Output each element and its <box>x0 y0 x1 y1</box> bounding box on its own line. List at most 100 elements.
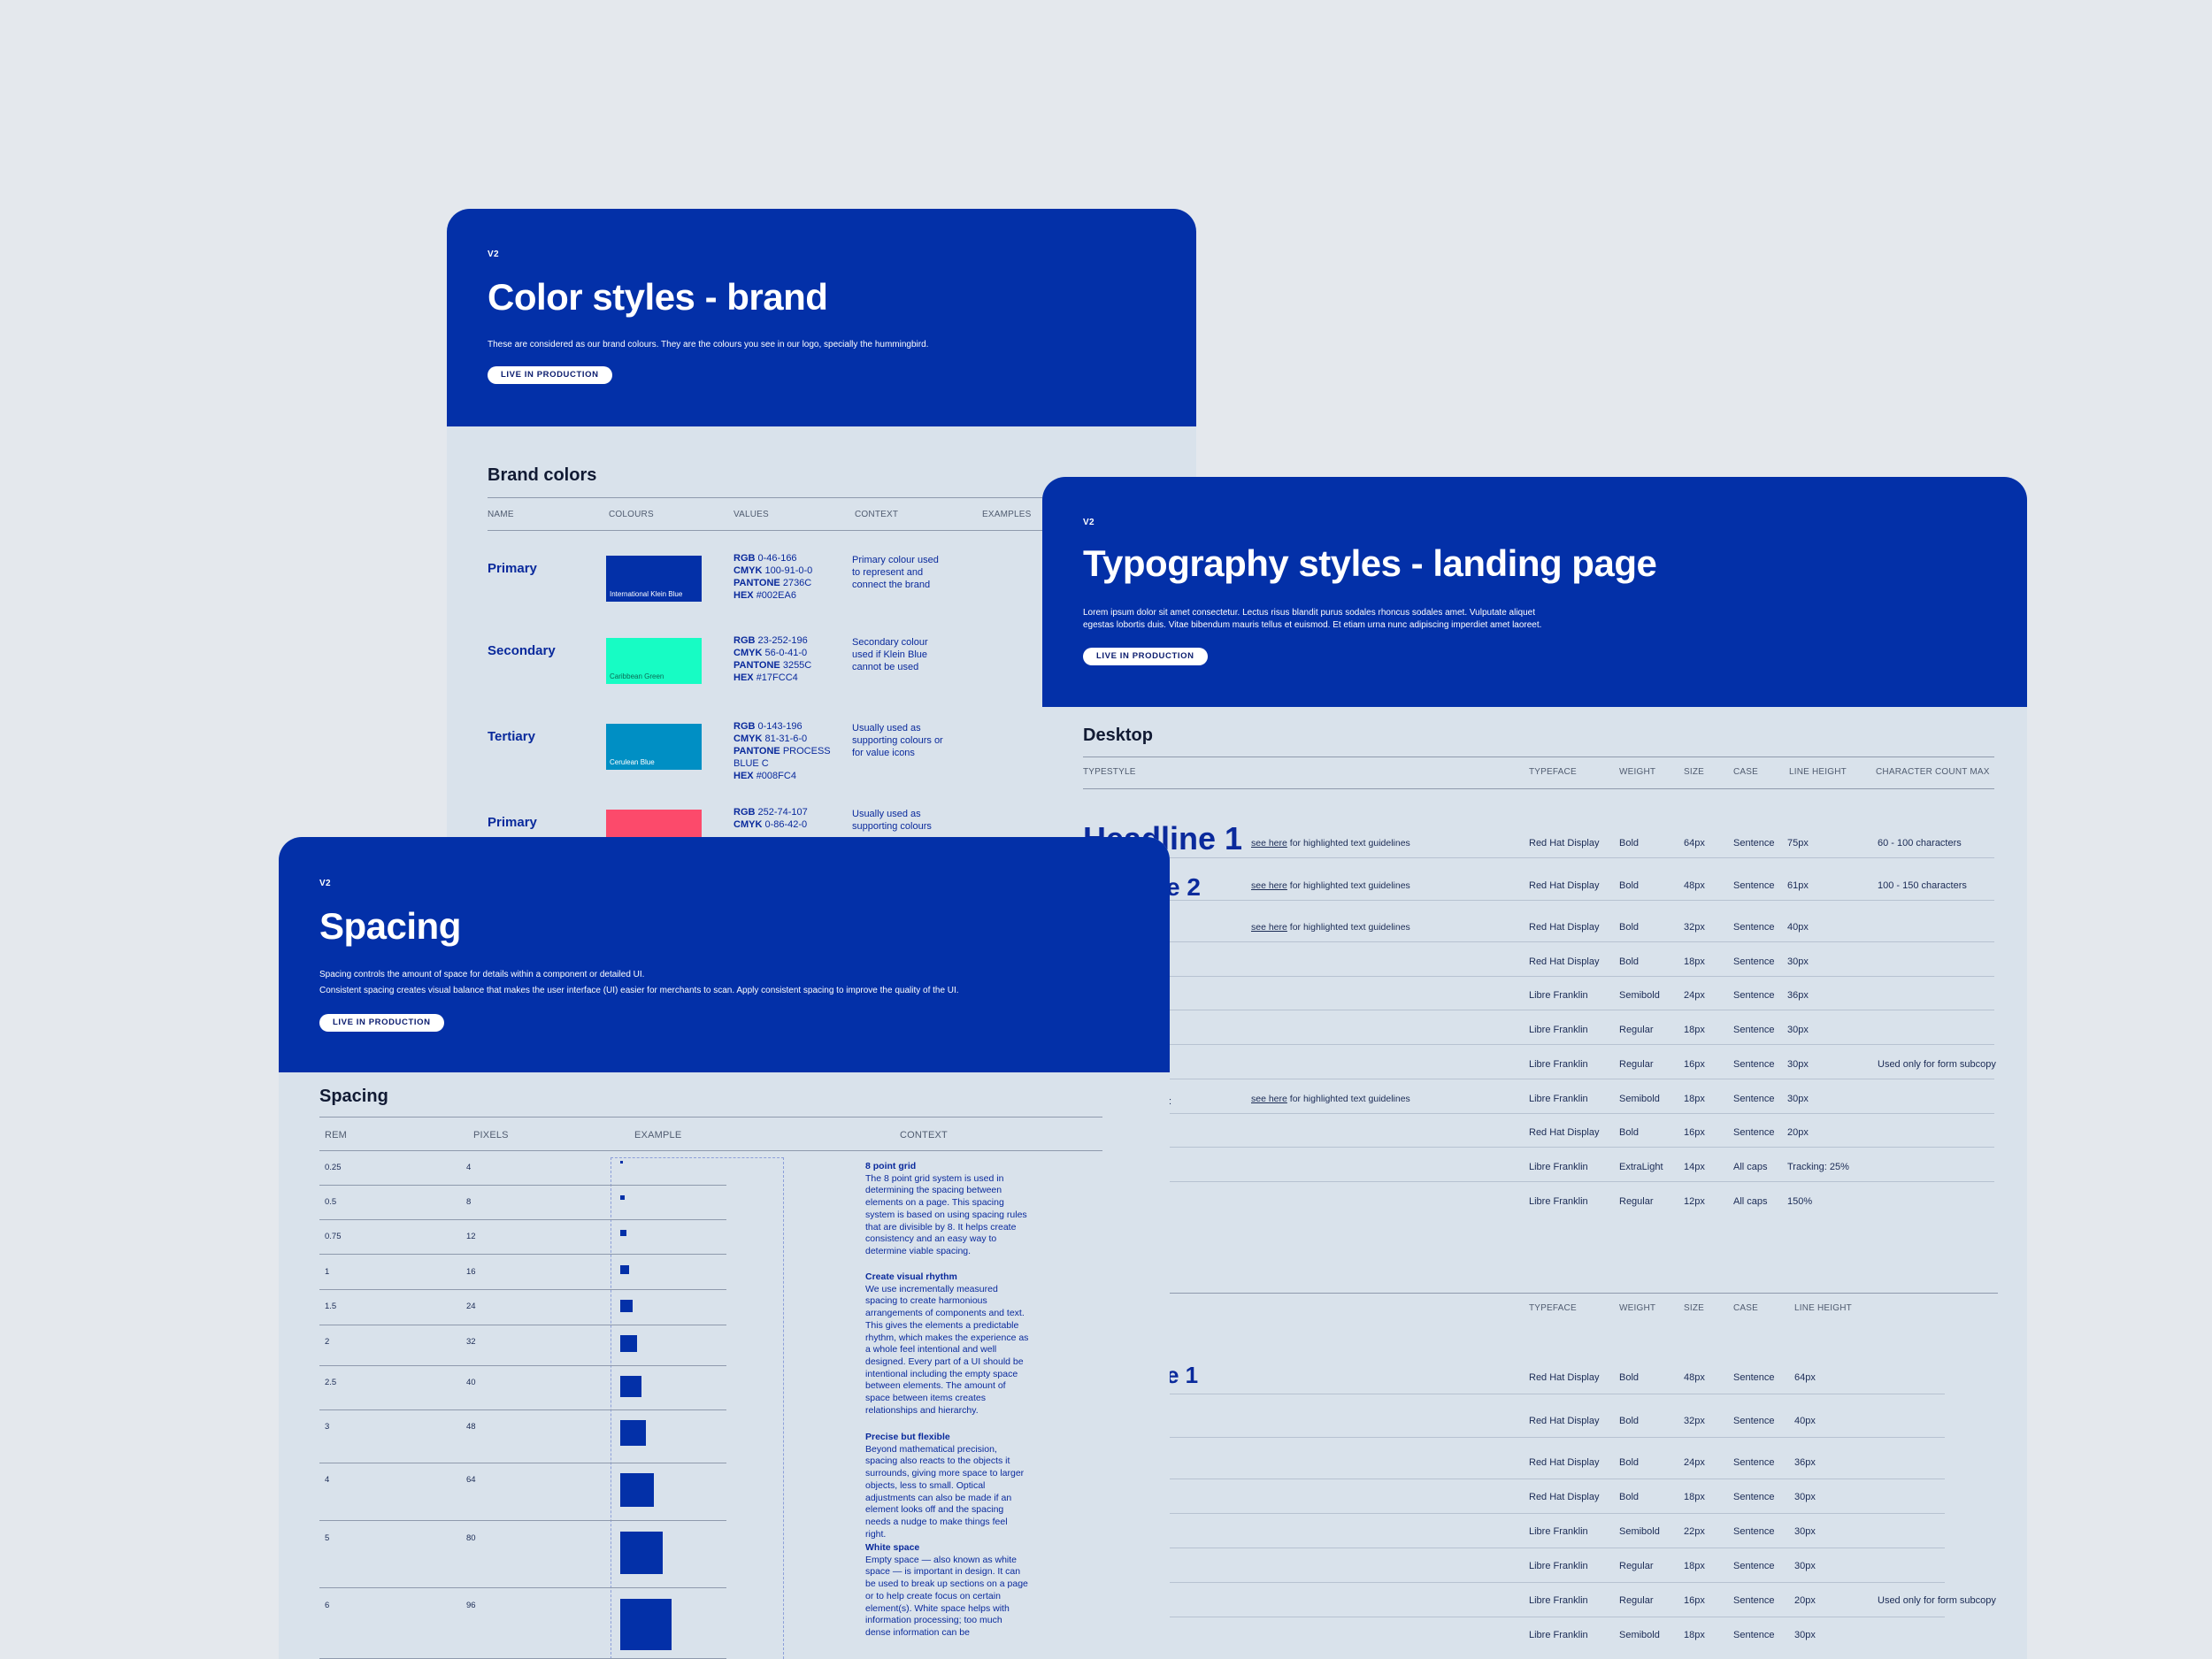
spacing-hero: V2 Spacing Spacing controls the amount o… <box>279 837 1170 1072</box>
row-divider <box>1166 941 1994 942</box>
row-divider <box>1166 1113 1994 1114</box>
value-val: 2736C <box>782 578 812 588</box>
row-divider <box>1166 1513 1945 1514</box>
case-cell: Sentence <box>1733 990 1775 1001</box>
value-val: #17FCC4 <box>756 672 798 683</box>
value-line: RGB 23-252-196 <box>733 634 840 647</box>
spacing-example-square <box>620 1473 654 1507</box>
typeface-cell: Red Hat Display <box>1529 1372 1600 1383</box>
spacing-example-square <box>620 1335 637 1352</box>
case-cell: All caps <box>1733 1196 1768 1207</box>
pixels-cell: 64 <box>466 1475 476 1485</box>
size-cell: 32px <box>1684 1416 1705 1426</box>
pixels-cell: 96 <box>466 1601 476 1610</box>
version-label: V2 <box>488 250 499 259</box>
typeface-cell: Libre Franklin <box>1529 1526 1588 1537</box>
link-suffix: for highlighted text guidelines <box>1286 922 1410 933</box>
link-suffix: for highlighted text guidelines <box>1286 1094 1410 1104</box>
case-cell: Sentence <box>1733 1561 1775 1571</box>
value-key: PANTONE <box>733 746 780 757</box>
rem-cell: 2 <box>325 1337 330 1347</box>
case-cell: Sentence <box>1733 1416 1775 1426</box>
line-height-cell: 30px <box>1794 1526 1816 1537</box>
column-header: EXAMPLE <box>634 1130 682 1141</box>
case-cell: Sentence <box>1733 922 1775 933</box>
color-context: Usually used as supporting colours or fo… <box>852 723 943 758</box>
size-cell: 18px <box>1684 956 1705 967</box>
section-title: Brand colors <box>488 465 597 485</box>
swatch-label: International Klein Blue <box>610 590 683 598</box>
divider <box>1083 788 1994 789</box>
guideline-link-text: see here for highlighted text guidelines <box>1251 922 1410 933</box>
weight-cell: Regular <box>1619 1196 1654 1207</box>
column-header: TYPESTYLE <box>1083 767 1136 777</box>
guideline-link-text: see here for highlighted text guidelines <box>1251 1094 1410 1104</box>
color-context: Primary colour used to represent and con… <box>852 555 939 590</box>
page-title: Spacing <box>319 905 461 947</box>
rem-cell: 3 <box>325 1422 330 1432</box>
case-cell: Sentence <box>1733 1127 1775 1138</box>
column-header: SIZE <box>1684 1303 1705 1313</box>
color-values: RGB 0-46-166 CMYK 100-91-0-0 PANTONE 2736C… <box>733 552 840 602</box>
rem-cell: 0.25 <box>325 1163 342 1172</box>
value-val: 56-0-41-0 <box>764 648 808 658</box>
value-key: CMYK <box>733 733 763 744</box>
column-header: CONTEXT <box>855 510 899 519</box>
see-here-link[interactable]: see here <box>1251 1094 1287 1104</box>
value-val: 3255C <box>782 660 812 671</box>
char-max-cell: 100 - 150 characters <box>1878 880 1967 891</box>
typeface-cell: Libre Franklin <box>1529 1630 1588 1640</box>
case-cell: Sentence <box>1733 880 1775 891</box>
column-header: CHARACTER COUNT MAX <box>1876 767 1990 777</box>
value-line: RGB 252-74-107 <box>733 806 840 818</box>
row-divider <box>319 1365 726 1366</box>
color-swatch: Cerulean Blue <box>606 724 702 770</box>
pixels-cell: 48 <box>466 1422 476 1432</box>
case-cell: Sentence <box>1733 1526 1775 1537</box>
spacing-example-square <box>620 1599 672 1650</box>
row-divider <box>319 1289 726 1290</box>
line-height-cell: 30px <box>1787 1094 1809 1104</box>
see-here-link[interactable]: see here <box>1251 880 1287 891</box>
value-key: HEX <box>733 590 754 601</box>
context-block: 8 point grid The 8 point grid system is u… <box>865 1161 1029 1258</box>
size-cell: 18px <box>1684 1561 1705 1571</box>
pixels-cell: 24 <box>466 1302 476 1311</box>
value-key: PANTONE <box>733 578 780 588</box>
color-name: Tertiary <box>488 729 535 744</box>
link-suffix: for highlighted text guidelines <box>1286 838 1410 849</box>
typo-hero: V2 Typography styles - landing page Lore… <box>1042 477 2027 707</box>
case-cell: Sentence <box>1733 1094 1775 1104</box>
row-divider <box>1166 1437 1945 1438</box>
weight-cell: Regular <box>1619 1025 1654 1035</box>
value-line: PANTONE 2736C <box>733 577 840 589</box>
size-cell: 18px <box>1684 1094 1705 1104</box>
line-height-cell: 36px <box>1787 990 1809 1001</box>
spacing-example-square <box>620 1300 633 1312</box>
section-title: Spacing <box>319 1087 388 1106</box>
size-cell: 48px <box>1684 880 1705 891</box>
see-here-link[interactable]: see here <box>1251 922 1287 933</box>
line-height-cell: 61px <box>1787 880 1809 891</box>
see-here-link[interactable]: see here <box>1251 838 1287 849</box>
context-text: The 8 point grid system is used in deter… <box>865 1172 1027 1256</box>
line-height-cell: 30px <box>1787 1059 1809 1070</box>
case-cell: All caps <box>1733 1162 1768 1172</box>
line-height-cell: 20px <box>1794 1595 1816 1606</box>
column-header: WEIGHT <box>1619 1303 1656 1313</box>
weight-cell: Bold <box>1619 1492 1640 1502</box>
page-description: These are considered as our brand colour… <box>488 340 929 349</box>
size-cell: 24px <box>1684 1457 1705 1468</box>
weight-cell: Bold <box>1619 838 1640 849</box>
page-description-1: Spacing controls the amount of space for… <box>319 970 645 979</box>
case-cell: Sentence <box>1733 1457 1775 1468</box>
color-name: Secondary <box>488 643 556 658</box>
weight-cell: Semibold <box>1619 1526 1660 1537</box>
weight-cell: Regular <box>1619 1595 1654 1606</box>
row-divider <box>1166 1044 1994 1045</box>
rem-cell: 6 <box>325 1601 330 1610</box>
row-divider <box>1166 857 1994 858</box>
value-val: 0-86-42-0 <box>764 819 808 830</box>
headline-2-sample: e 2 <box>1166 873 1201 901</box>
color-values: RGB 0-143-196 CMYK 81-31-6-0 PANTONE PROCE… <box>733 720 840 782</box>
